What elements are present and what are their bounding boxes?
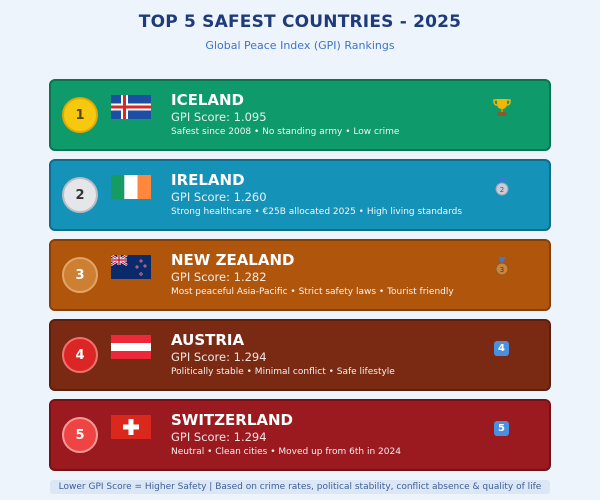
country-card-switzerland: 5 SWITZERLAND GPI Score: 1.294 Neutral •… xyxy=(49,399,551,471)
country-card-austria: 4 AUSTRIA GPI Score: 1.294 Politically s… xyxy=(49,319,551,391)
number-5-icon: 5 xyxy=(494,421,509,436)
country-facts: Politically stable • Minimal conflict • … xyxy=(171,367,395,377)
trophy-icon xyxy=(493,97,511,117)
rank-badge: 4 xyxy=(62,337,98,373)
bronze-medal-icon: 3 xyxy=(493,257,511,277)
country-name: IRELAND xyxy=(171,171,245,189)
page-title: TOP 5 SAFEST COUNTRIES - 2025 xyxy=(138,12,462,32)
country-name: ICELAND xyxy=(171,91,245,109)
rank-badge: 3 xyxy=(62,257,98,293)
country-name: AUSTRIA xyxy=(171,331,245,349)
gpi-score: GPI Score: 1.282 xyxy=(171,270,267,284)
gpi-score: GPI Score: 1.294 xyxy=(171,350,267,364)
country-facts: Strong healthcare • €25B allocated 2025 … xyxy=(171,207,463,217)
country-card-ireland: 2 IRELAND GPI Score: 1.260 Strong health… xyxy=(49,159,551,231)
country-card-new-zealand: 3 NEW ZEALAND GPI Score: 1.282 Most peac… xyxy=(49,239,551,311)
new-zealand-flag-icon xyxy=(111,255,151,279)
gpi-score: GPI Score: 1.095 xyxy=(171,110,267,124)
rank-badge: 2 xyxy=(62,177,98,213)
switzerland-flag-icon xyxy=(111,415,151,439)
iceland-flag-icon xyxy=(111,95,151,119)
country-card-iceland: 1 ICELAND GPI Score: 1.095 Safest since … xyxy=(49,79,551,151)
country-name: NEW ZEALAND xyxy=(171,251,295,269)
svg-text:2: 2 xyxy=(500,186,504,194)
number-4-icon: 4 xyxy=(494,341,509,356)
svg-text:3: 3 xyxy=(500,266,504,274)
ireland-flag-icon xyxy=(111,175,151,199)
country-name: SWITZERLAND xyxy=(171,411,294,429)
gpi-score: GPI Score: 1.294 xyxy=(171,430,267,444)
country-facts: Safest since 2008 • No standing army • L… xyxy=(171,127,400,137)
rank-badge: 1 xyxy=(62,97,98,133)
silver-medal-icon: 2 xyxy=(493,177,511,197)
rank-badge: 5 xyxy=(62,417,98,453)
austria-flag-icon xyxy=(111,335,151,359)
country-facts: Most peaceful Asia-Pacific • Strict safe… xyxy=(171,287,454,297)
gpi-score: GPI Score: 1.260 xyxy=(171,190,267,204)
country-facts: Neutral • Clean cities • Moved up from 6… xyxy=(171,447,401,457)
page-subtitle: Global Peace Index (GPI) Rankings xyxy=(205,39,395,52)
footer-note: Lower GPI Score = Higher Safety | Based … xyxy=(50,480,550,494)
